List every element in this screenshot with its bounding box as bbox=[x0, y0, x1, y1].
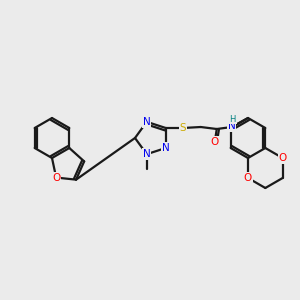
Text: O: O bbox=[278, 153, 287, 163]
Text: N: N bbox=[143, 149, 151, 159]
Text: N: N bbox=[162, 143, 169, 153]
Text: O: O bbox=[52, 172, 60, 183]
Text: O: O bbox=[211, 137, 219, 147]
Text: N: N bbox=[143, 117, 151, 127]
Text: H: H bbox=[230, 115, 236, 124]
Text: N: N bbox=[228, 121, 236, 131]
Text: S: S bbox=[179, 123, 186, 133]
Text: O: O bbox=[244, 173, 252, 183]
